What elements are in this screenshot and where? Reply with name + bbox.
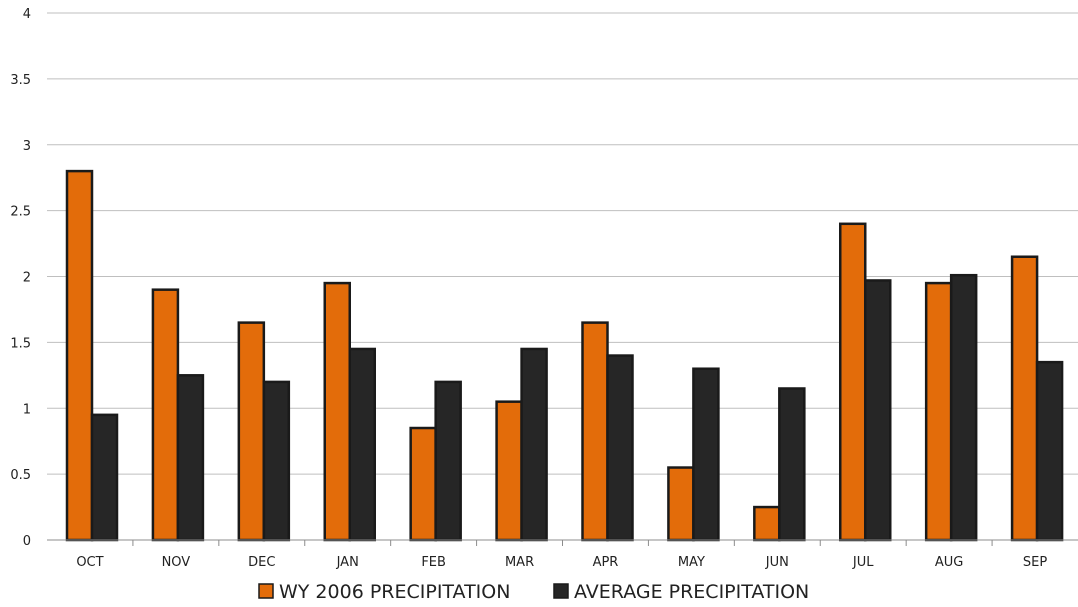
bar-wy2006-oct (65, 169, 94, 542)
bar-average-sep (1035, 360, 1064, 542)
y-tick-label: 3 (23, 139, 31, 154)
x-category-label: JUL (852, 555, 874, 570)
bar-average-nov (176, 374, 205, 542)
bar-average-jun (778, 387, 806, 542)
x-category-label: SEP (1023, 555, 1047, 570)
x-category-label: AUG (935, 555, 963, 570)
bar-average-apr (606, 354, 634, 542)
bar-wy2006-nov (151, 288, 180, 542)
bar-average-dec (262, 380, 291, 542)
bar-average-aug (949, 273, 978, 542)
y-tick-label: 0 (23, 534, 31, 549)
x-category-label: MAR (505, 555, 534, 570)
x-category-label: NOV (162, 555, 191, 570)
bar-wy2006-dec (237, 321, 266, 542)
bar-wy2006-jul (839, 222, 867, 542)
bar-wy2006-apr (581, 321, 609, 542)
x-category-label: APR (593, 555, 619, 570)
bar-wy2006-aug (924, 281, 953, 542)
legend-label-wy2006: WY 2006 PRECIPITATION (279, 581, 510, 603)
gridlines (47, 12, 1078, 475)
x-category-label: JAN (336, 555, 359, 570)
bars (65, 169, 1064, 542)
bar-wy2006-jan (323, 281, 351, 542)
x-axis: OCT NOV DEC JAN FEB MAR APR MAY JUN JUL AUG SEP (47, 539, 1078, 570)
bar-wy2006-sep (1010, 255, 1039, 542)
bar-average-feb (434, 380, 462, 542)
bar-average-jul (864, 279, 892, 542)
y-axis-ticks: 0 0.5 1 1.5 2 2.5 3 3.5 4 (10, 7, 31, 549)
legend-swatch-wy2006 (258, 583, 274, 599)
y-tick-label: 2.5 (10, 205, 31, 220)
y-tick-label: 3.5 (10, 73, 31, 88)
bar-average-jan (348, 347, 376, 542)
legend-swatch-average (553, 583, 569, 599)
legend: WY 2006 PRECIPITATION AVERAGE PRECIPITATI… (258, 581, 809, 603)
y-tick-label: 4 (23, 7, 31, 22)
y-tick-label: 2 (23, 271, 31, 286)
bar-wy2006-jun (753, 505, 781, 542)
y-tick-label: 0.5 (10, 468, 31, 483)
y-tick-label: 1.5 (10, 336, 31, 351)
bar-wy2006-may (667, 466, 695, 542)
x-category-label: MAY (678, 555, 705, 570)
bar-average-oct (90, 413, 119, 542)
x-category-label: JUN (765, 555, 789, 570)
legend-label-average: AVERAGE PRECIPITATION (574, 581, 809, 603)
bar-average-may (692, 367, 720, 542)
bar-average-mar (520, 347, 548, 542)
x-category-label: OCT (76, 555, 103, 570)
x-category-label: FEB (421, 555, 446, 570)
bar-wy2006-mar (495, 400, 523, 542)
x-category-label: DEC (248, 555, 275, 570)
bar-wy2006-feb (409, 426, 437, 542)
y-tick-label: 1 (23, 402, 31, 417)
